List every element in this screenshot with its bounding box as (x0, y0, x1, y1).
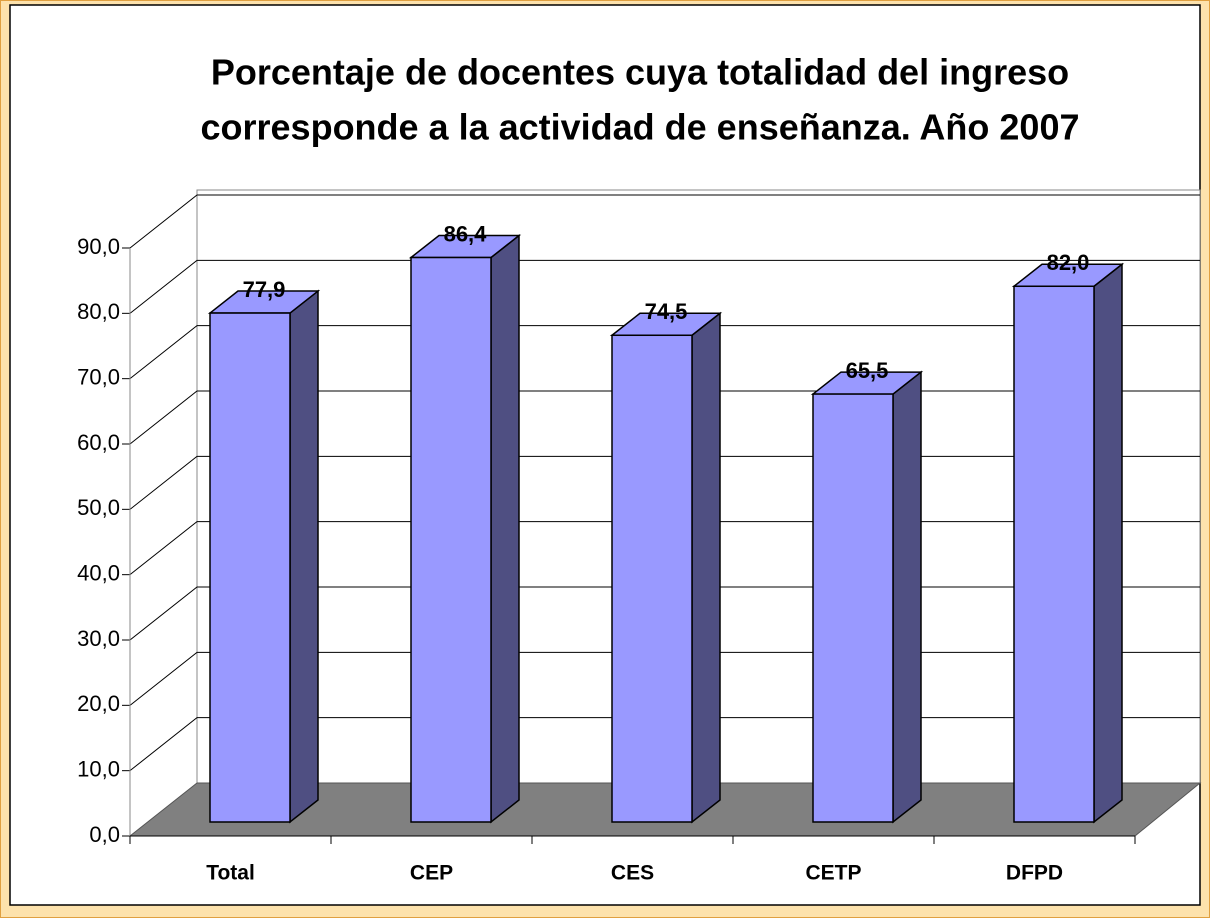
bar-front (209, 312, 291, 823)
grid-line (129, 194, 1200, 249)
bar (609, 311, 723, 824)
bar-side (1093, 262, 1123, 824)
bar-front (1013, 285, 1095, 823)
y-tick-label: 60,0 (77, 430, 120, 455)
bar (408, 233, 522, 824)
y-tick-label: 40,0 (77, 560, 120, 585)
x-tick-label: CES (611, 862, 654, 885)
data-label: 74,5 (645, 299, 688, 324)
y-tick-label: 10,0 (77, 756, 120, 781)
y-tick-label: 30,0 (77, 626, 120, 651)
data-label: 82,0 (1047, 250, 1090, 275)
bar-front (410, 256, 492, 823)
bar-front (812, 393, 894, 823)
chart-title: Porcentaje de docentes cuya totalidad de… (211, 52, 1069, 93)
x-tick-label: CEP (410, 862, 453, 885)
x-tick-label: DFPD (1006, 862, 1063, 885)
y-tick-label: 70,0 (77, 364, 120, 389)
chart-title: corresponde a la actividad de enseñanza.… (201, 107, 1080, 148)
bar (207, 289, 321, 824)
bar-side (490, 233, 520, 824)
data-label: 86,4 (444, 221, 488, 246)
y-tick-label: 50,0 (77, 495, 120, 520)
bar (810, 370, 924, 824)
x-tick-label: CETP (805, 862, 861, 885)
bar (1011, 262, 1125, 824)
y-tick-label: 0,0 (89, 822, 120, 847)
data-label: 77,9 (243, 277, 286, 302)
bar-front (611, 334, 693, 823)
grid-line (129, 259, 1200, 314)
y-tick-label: 80,0 (77, 299, 120, 324)
bar-side (289, 289, 319, 824)
grid-line (129, 325, 1200, 380)
bar-side (892, 370, 922, 824)
x-tick-label: Total (206, 862, 255, 885)
data-label: 65,5 (846, 358, 889, 383)
y-tick-label: 90,0 (77, 234, 120, 259)
bar-side (691, 311, 721, 824)
y-tick-label: 20,0 (77, 691, 120, 716)
